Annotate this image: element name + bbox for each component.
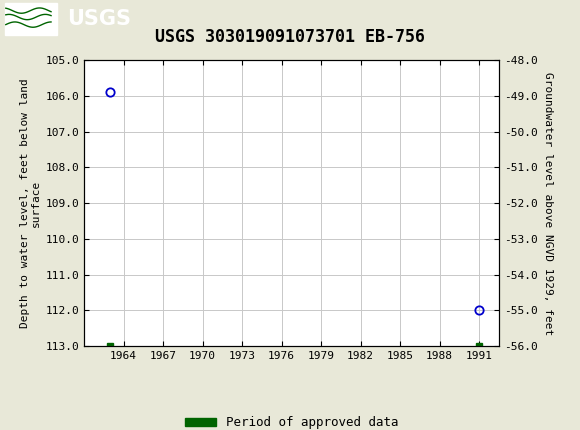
Y-axis label: Groundwater level above NGVD 1929, feet: Groundwater level above NGVD 1929, feet <box>543 71 553 335</box>
Text: USGS: USGS <box>67 9 130 29</box>
Y-axis label: Depth to water level, feet below land
surface: Depth to water level, feet below land su… <box>20 78 41 328</box>
Bar <box>5 3 57 35</box>
Legend: Period of approved data: Period of approved data <box>180 411 403 430</box>
Text: USGS 303019091073701 EB-756: USGS 303019091073701 EB-756 <box>155 28 425 46</box>
